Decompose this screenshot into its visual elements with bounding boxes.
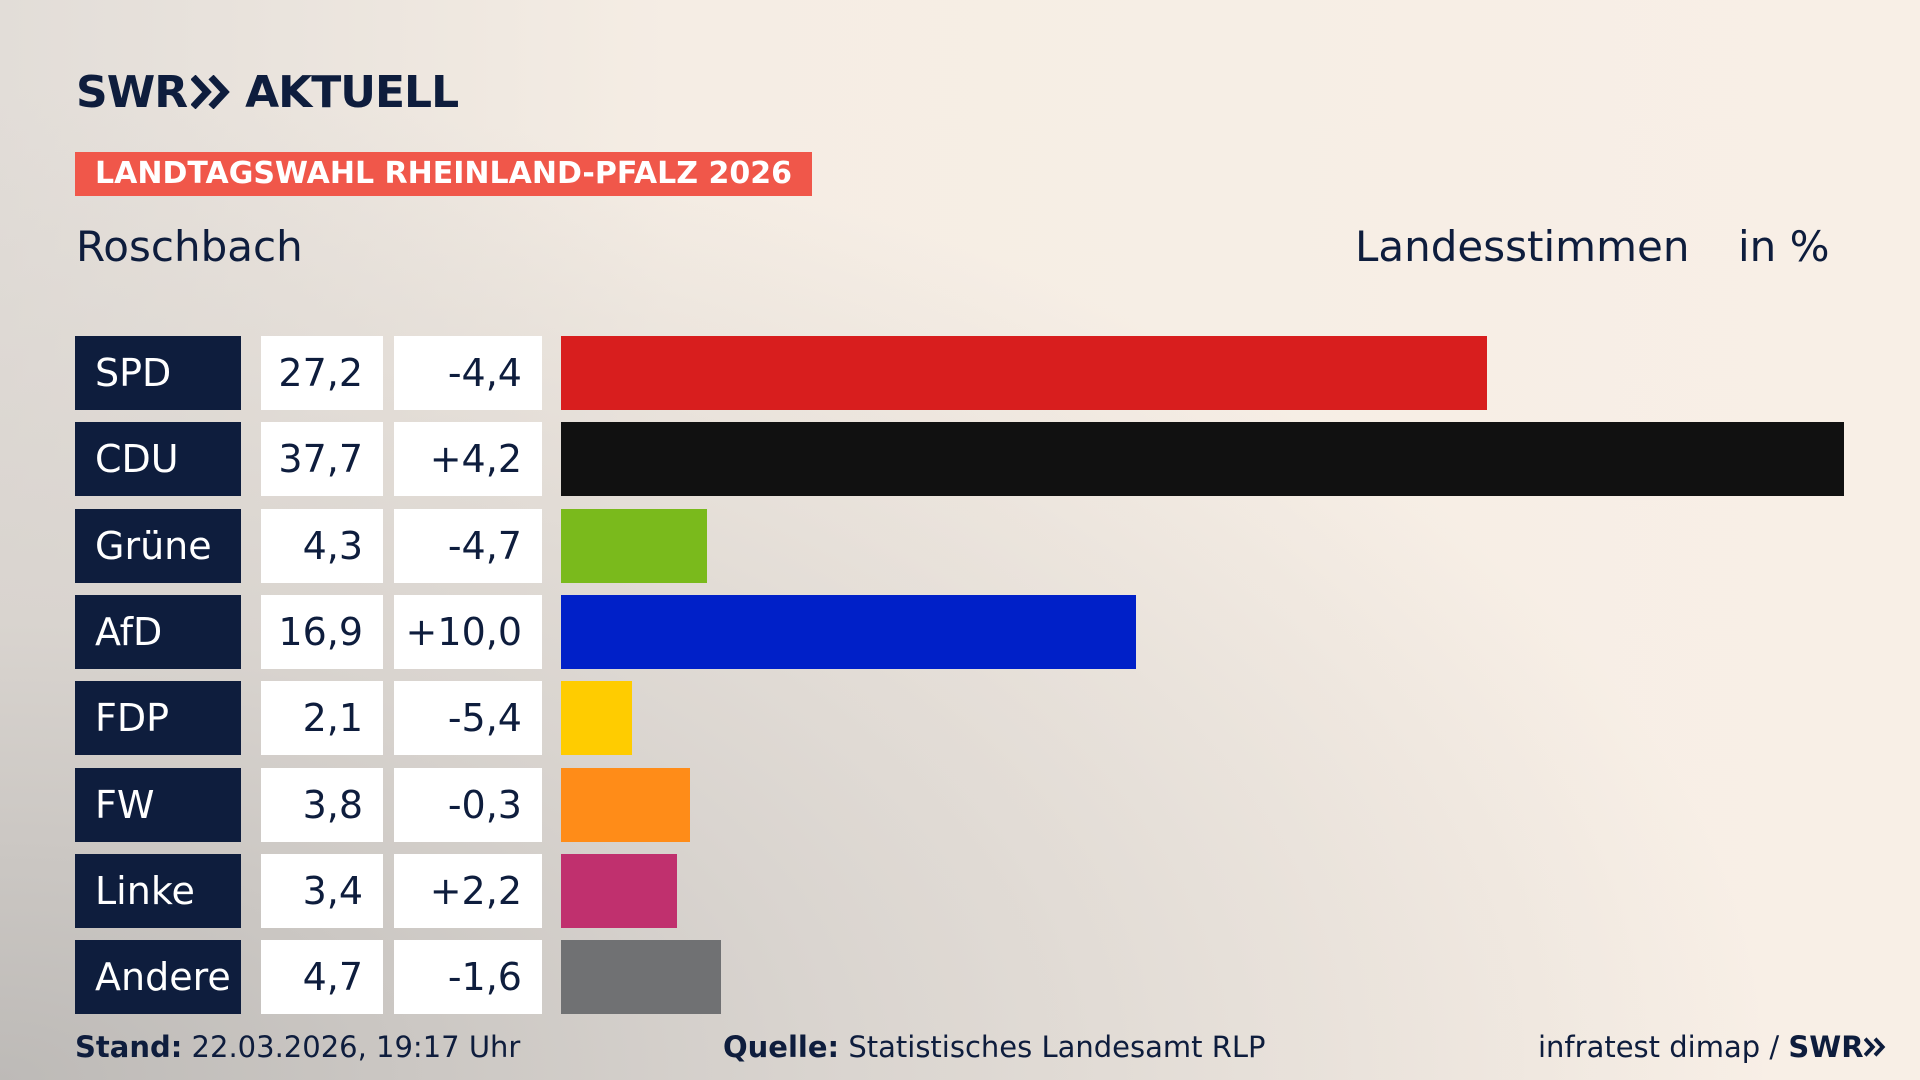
change-label: +4,2: [394, 422, 542, 497]
change-label: -4,4: [394, 336, 542, 410]
value-label: 4,7: [261, 940, 383, 1015]
value-label: 3,8: [261, 767, 383, 842]
bar: [561, 940, 721, 1015]
change-label: +2,2: [394, 853, 542, 928]
party-name: SPD: [75, 336, 241, 410]
value-label: 2,1: [261, 681, 383, 756]
party-name: FW: [75, 767, 241, 842]
source-label: Quelle:: [723, 1030, 840, 1064]
value-label: 37,7: [261, 422, 383, 497]
party-name: Grüne: [75, 508, 241, 583]
place-name: Roschbach: [76, 222, 303, 271]
change-label: +10,0: [394, 594, 542, 669]
stand-label: Stand:: [75, 1030, 183, 1064]
logo-chevrons: [191, 75, 230, 109]
measure-label: Landesstimmen: [1355, 222, 1690, 271]
party-name: AfD: [75, 594, 241, 669]
bar: [561, 681, 633, 756]
credit-text: infratest dimap /: [1538, 1030, 1780, 1064]
stand-value: 22.03.2026, 19:17 Uhr: [191, 1030, 521, 1064]
party-name: Andere: [75, 940, 241, 1015]
stand: Stand: 22.03.2026, 19:17 Uhr: [75, 1030, 520, 1064]
election-badge: LANDTAGSWAHL RHEINLAND-PFALZ 2026: [75, 152, 812, 196]
credit-chevrons: [1863, 1037, 1885, 1057]
value-label: 4,3: [261, 508, 383, 583]
party-name: Linke: [75, 853, 241, 928]
bar: [561, 767, 691, 842]
credit: infratest dimap / SWR: [1538, 1030, 1886, 1064]
change-label: -0,3: [394, 767, 542, 842]
logo-product: AKTUELL: [245, 66, 459, 118]
bar: [561, 594, 1137, 669]
unit-label: in %: [1738, 222, 1830, 271]
change-label: -5,4: [394, 681, 542, 756]
party-name: FDP: [75, 681, 241, 756]
source: Quelle: Statistisches Landesamt RLP: [723, 1030, 1266, 1064]
bar: [561, 508, 708, 583]
logo: SWR AKTUELL: [76, 66, 459, 118]
party-name: CDU: [75, 422, 241, 497]
logo-brand: SWR: [76, 66, 188, 118]
credit-brand: SWR: [1788, 1030, 1864, 1064]
value-label: 27,2: [261, 336, 383, 410]
bar: [561, 422, 1844, 497]
value-label: 3,4: [261, 853, 383, 928]
change-label: -4,7: [394, 508, 542, 583]
bar: [561, 853, 677, 928]
change-label: -1,6: [394, 940, 542, 1015]
source-value: Statistisches Landesamt RLP: [848, 1030, 1266, 1064]
value-label: 16,9: [261, 594, 383, 669]
bar: [561, 336, 1487, 410]
